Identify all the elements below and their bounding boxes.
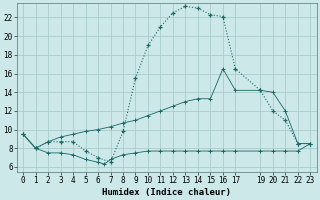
X-axis label: Humidex (Indice chaleur): Humidex (Indice chaleur) — [102, 188, 231, 197]
